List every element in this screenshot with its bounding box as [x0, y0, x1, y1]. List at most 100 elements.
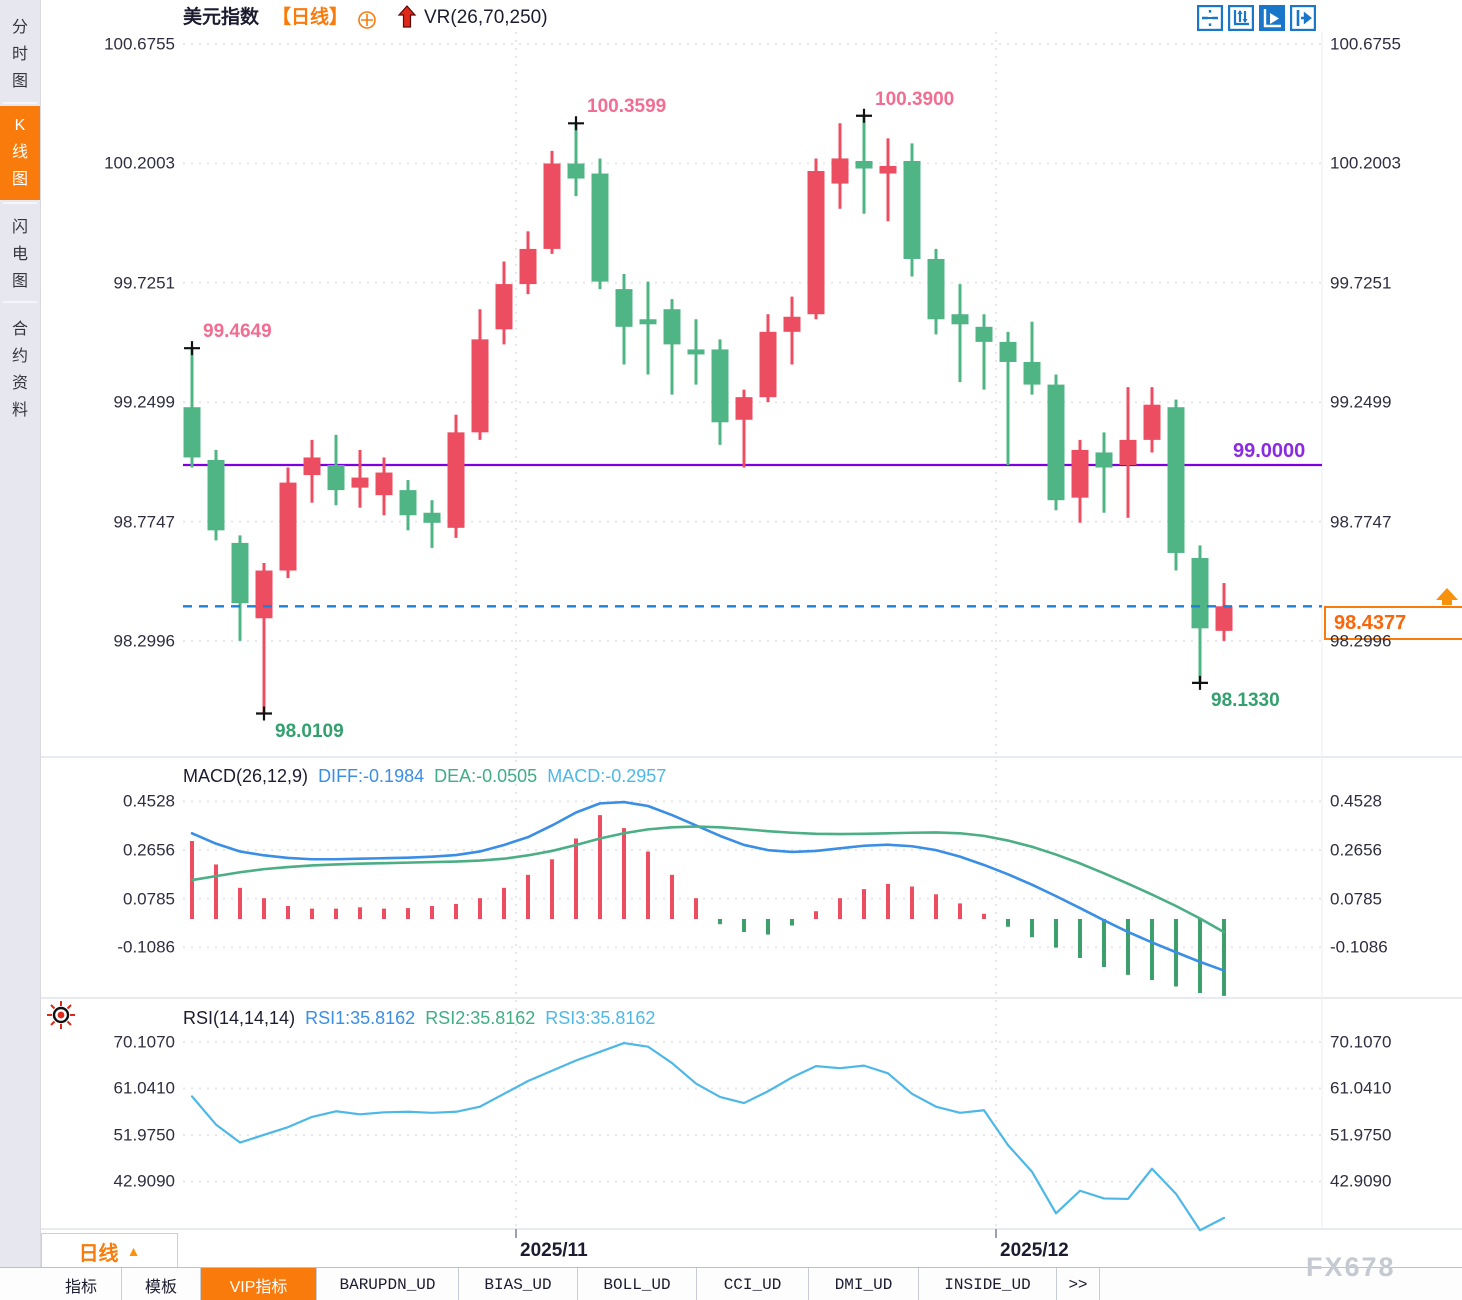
price-axis-label-right: 100.2003: [1330, 153, 1401, 173]
play-axis-icon[interactable]: [1259, 5, 1285, 31]
bottom-tab-2[interactable]: 模板: [122, 1268, 201, 1300]
candle-body: [831, 158, 849, 184]
sidebar-tab-char: 时: [11, 46, 28, 63]
candle-body: [255, 570, 273, 619]
macd-diff-line: [190, 800, 1226, 972]
sidebar-separator: [3, 102, 37, 104]
sidebar-tab-char: 合: [11, 321, 28, 338]
period-selector-label: 日线: [78, 1242, 119, 1265]
macd-axis-label-left: 0.2656: [123, 840, 175, 860]
indicator-tab-bar: 指标 模板 VIP指标 BARUPDN_UD BIAS_UD BOLL_UD CCI_UD D…: [0, 1267, 1462, 1300]
price-axis-label-left: 99.7251: [113, 273, 175, 293]
price-axis-label-right: 98.7747: [1330, 512, 1392, 532]
candle-body: [855, 160, 873, 169]
candle-body: [639, 319, 657, 325]
rsi-title: RSI(14,14,14): [183, 1008, 296, 1028]
price-axis-label-right: 98.2996: [1330, 631, 1392, 651]
candle-body: [567, 163, 585, 179]
candle-body: [1023, 361, 1041, 385]
move-crosshair-icon[interactable]: [1197, 5, 1223, 31]
annotation-plus-marker: [568, 116, 584, 131]
sidebar-tab-char: 图: [11, 272, 28, 290]
macd-axis-label-right: 0.2656: [1330, 840, 1382, 860]
rsi-axis-label-left: 51.9750: [113, 1125, 175, 1145]
price-annotation-label: 100.3900: [875, 88, 955, 110]
macd-macd-value: MACD:-0.2957: [547, 766, 667, 786]
current-price-box: 98.4377: [1324, 606, 1462, 640]
candle-body: [1143, 404, 1161, 440]
rsi-axis-label-right: 70.1070: [1330, 1032, 1392, 1052]
bottom-tab-1[interactable]: 指标: [41, 1268, 122, 1300]
candle-body: [231, 542, 249, 604]
price-annotation-label: 99.4649: [203, 321, 272, 343]
price-annotation-label: 100.3599: [587, 96, 667, 118]
candle-body: [495, 284, 513, 330]
candle-body: [1215, 606, 1233, 631]
candle-body: [303, 457, 321, 476]
candle-body: [615, 289, 633, 327]
price-axis-label-left: 100.6755: [104, 34, 175, 54]
overlay-indicator-label: VR(26,70,250): [424, 7, 548, 28]
candle-body: [999, 341, 1017, 362]
candle-body: [1071, 449, 1089, 498]
candle-body: [951, 314, 969, 325]
sidebar-tab-3[interactable]: 闪电图: [0, 204, 40, 299]
candle-body: [663, 309, 681, 345]
candle-body: [207, 459, 225, 531]
bottom-tab-7[interactable]: CCI_UD: [697, 1268, 809, 1300]
annotation-plus-marker: [184, 341, 200, 356]
price-axis-label-left: 99.2499: [113, 392, 175, 412]
candle-body: [927, 258, 945, 320]
price-annotation-label: 98.1330: [1211, 689, 1280, 711]
sidebar-tab-char: 料: [11, 402, 28, 419]
candle-body: [351, 477, 369, 488]
candle-body: [327, 465, 345, 491]
sidebar-separator: [3, 301, 37, 303]
circle-plus-icon[interactable]: [357, 10, 377, 30]
rsi-axis-label-right: 51.9750: [1330, 1125, 1392, 1145]
candle-body: [1095, 452, 1113, 468]
rsi-line: [190, 1041, 1226, 1232]
axis-scale-icon[interactable]: [1228, 5, 1254, 31]
candle-body: [375, 472, 393, 496]
bottom-tab-10[interactable]: >>: [1057, 1268, 1100, 1300]
macd-panel-title: MACD(26,12,9) DIFF:-0.1984 DEA:-0.0505 M…: [183, 766, 666, 787]
annotation-plus-marker: [256, 706, 272, 721]
x-axis-date-label: 2025/11: [520, 1240, 588, 1261]
macd-title: MACD(26,12,9): [183, 766, 309, 786]
macd-axis-label-right: 0.0785: [1330, 889, 1382, 909]
bottom-tab-8[interactable]: DMI_UD: [809, 1268, 919, 1300]
macd-axis-label-right: 0.4528: [1330, 791, 1382, 811]
price-annotation-label: 98.0109: [275, 720, 344, 742]
rsi-axis-label-left: 70.1070: [113, 1032, 175, 1052]
alarm-sun-icon[interactable]: [46, 1000, 76, 1030]
rsi-axis-label-right: 42.9090: [1330, 1171, 1392, 1191]
candle-body: [279, 482, 297, 571]
candle-body: [543, 163, 561, 249]
candle-body: [423, 512, 441, 523]
sidebar-tab-char: 图: [11, 73, 28, 90]
macd-axis-label-left: 0.0785: [123, 889, 175, 909]
candle-body: [1119, 439, 1137, 466]
price-box-arrow-icon: [1436, 588, 1458, 605]
macd-dea-line: [190, 825, 1226, 934]
bottom-tab-4[interactable]: BARUPDN_UD: [317, 1268, 459, 1300]
rsi1-value: RSI1:35.8162: [305, 1008, 416, 1028]
sidebar-tab-1[interactable]: 分时图: [0, 4, 40, 100]
bottom-tab-6[interactable]: BOLL_UD: [578, 1268, 697, 1300]
sidebar-tab-4[interactable]: 合约资料: [0, 304, 40, 431]
bottom-tab-5[interactable]: BIAS_UD: [459, 1268, 578, 1300]
candle-body: [759, 331, 777, 398]
jump-latest-icon[interactable]: [1290, 5, 1316, 31]
bottom-tab-9[interactable]: INSIDE_UD: [919, 1268, 1057, 1300]
period-tag: 【日线】: [272, 7, 349, 28]
candle-body: [1047, 384, 1065, 501]
macd-axis-label-right: -0.1086: [1330, 937, 1388, 957]
price-axis-label-right: 100.6755: [1330, 34, 1401, 54]
period-selector[interactable]: 日线 ▲: [41, 1233, 178, 1269]
bottom-tab-3[interactable]: VIP指标: [201, 1268, 317, 1300]
